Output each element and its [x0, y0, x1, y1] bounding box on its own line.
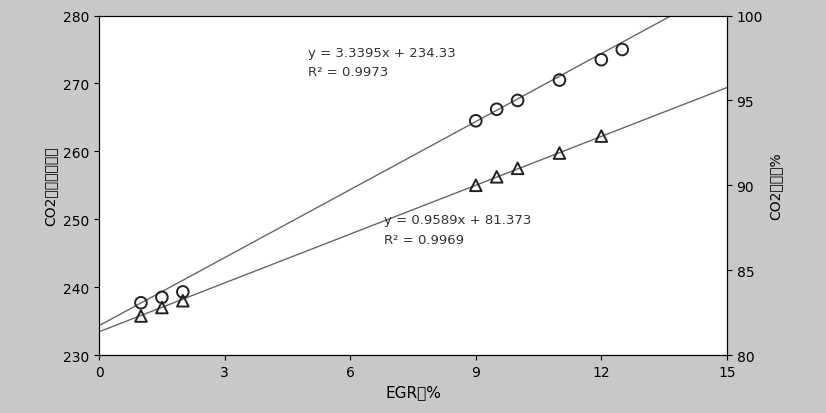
- Point: [135, 300, 148, 306]
- Point: [490, 107, 503, 113]
- Point: [595, 133, 608, 140]
- Point: [155, 304, 169, 311]
- Point: [553, 150, 566, 157]
- Point: [135, 313, 148, 320]
- Point: [469, 118, 482, 125]
- Text: y = 3.3395x + 234.33: y = 3.3395x + 234.33: [308, 47, 456, 60]
- Point: [553, 78, 566, 84]
- Point: [511, 98, 525, 104]
- Text: R² = 0.9973: R² = 0.9973: [308, 66, 388, 79]
- Point: [176, 298, 189, 304]
- Point: [595, 57, 608, 64]
- Text: R² = 0.9969: R² = 0.9969: [384, 233, 463, 247]
- Point: [176, 289, 189, 295]
- Point: [469, 183, 482, 189]
- Point: [155, 294, 169, 301]
- Point: [511, 166, 525, 172]
- Y-axis label: CO2储存量，万吨: CO2储存量，万吨: [44, 146, 58, 225]
- Y-axis label: CO2纯度，%: CO2纯度，%: [768, 152, 782, 220]
- Text: y = 0.9589x + 81.373: y = 0.9589x + 81.373: [384, 213, 531, 226]
- Point: [615, 47, 629, 54]
- Point: [490, 174, 503, 181]
- X-axis label: EGR，%: EGR，%: [385, 385, 441, 399]
